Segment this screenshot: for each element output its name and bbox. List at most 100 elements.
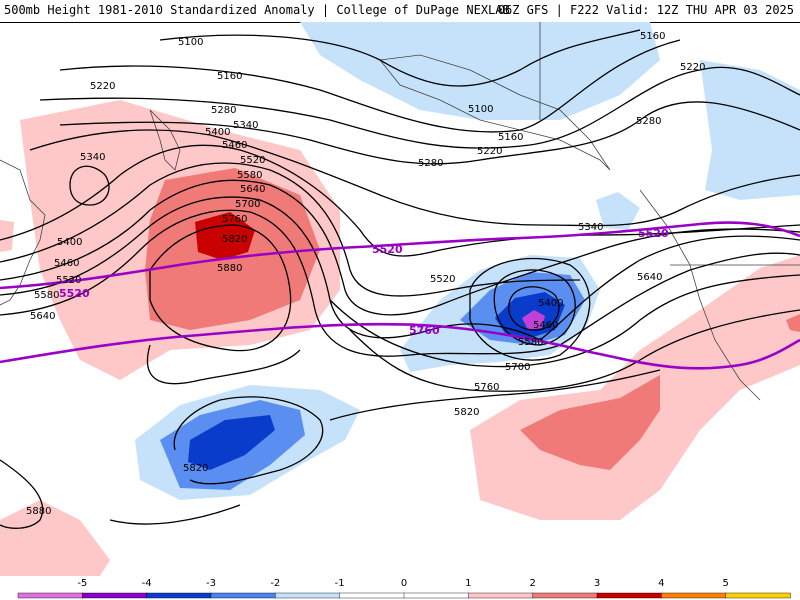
negative-anomaly-subtropical-core (188, 415, 275, 470)
contour-label: 5520 (430, 274, 455, 285)
colorbar-swatches (17, 592, 791, 599)
positive-anomaly-east-edge (786, 314, 800, 332)
highlight-contour-label: 5520 (372, 243, 403, 256)
contour-label: 5460 (54, 258, 79, 269)
contour-label: 5820 (454, 407, 479, 418)
contour-label: 5760 (474, 382, 499, 393)
contour-labels: 5100 5100 5160 5160 5160 5220 5220 5220 … (26, 31, 705, 517)
contour-label: 5700 (235, 199, 260, 210)
negative-anomaly-low-peak (522, 310, 545, 330)
highlight-contour-5760 (0, 322, 800, 370)
contour-label: 5580 (34, 290, 59, 301)
contour-label: 5280 (211, 105, 236, 116)
colorbar-tick-label: 5 (722, 578, 728, 589)
negative-anomaly-coastal (596, 192, 640, 230)
contour-closed-low-west (69, 165, 110, 206)
contour-label: 5460 (222, 140, 247, 151)
contour-label: 5220 (680, 62, 705, 73)
contour-label: 5220 (90, 81, 115, 92)
positive-anomaly-southwest (0, 500, 110, 576)
positive-anomaly-left-edge (0, 220, 14, 252)
highlight-contours (0, 221, 800, 370)
colorbar-tick-label: -2 (270, 578, 280, 589)
contour-5100 (159, 29, 641, 87)
colorbar-swatch (532, 592, 598, 599)
contour-label: 5400 (538, 298, 563, 309)
positive-anomaly-peak (195, 212, 255, 260)
contour-5400 (0, 144, 800, 257)
height-contours (0, 29, 800, 529)
colorbar-tick-label: -5 (77, 578, 87, 589)
colorbar-swatch (596, 592, 663, 599)
positive-anomaly-southeast-core (520, 375, 660, 470)
contour-label: 5880 (217, 263, 242, 274)
contour-5160 (59, 39, 681, 133)
contour-closed-low-east-1 (508, 286, 560, 331)
colorbar-swatch (146, 592, 212, 599)
contour-label: 5460 (533, 320, 558, 331)
map-title: 500mb Height 1981-2010 Standardized Anom… (4, 3, 510, 17)
colorbar-swatch (275, 592, 341, 599)
contour-5280 (59, 101, 800, 165)
colorbar-tick-label: 0 (401, 578, 407, 589)
contour-5220 (39, 66, 800, 149)
contour-label: 5520 (240, 155, 265, 166)
colorbar-tick-label: 2 (529, 578, 535, 589)
contour-label: 5700 (505, 362, 530, 373)
colorbar-tick-label: -3 (206, 578, 216, 589)
contour-label: 5400 (57, 237, 82, 248)
highlight-contour-label: 5520 (638, 227, 669, 240)
contour-label: 5220 (477, 146, 502, 157)
colorbar-tick-label: 4 (658, 578, 664, 589)
contour-label: 5280 (418, 158, 443, 169)
contour-label: 5580 (237, 170, 262, 181)
contour-closed-low-east-2 (493, 269, 576, 346)
colorbar-tick-label: 1 (465, 578, 471, 589)
contour-label: 5340 (80, 152, 105, 163)
contour-5340 (29, 129, 800, 227)
colorbar-swatch (82, 592, 148, 599)
contour-label: 5820 (222, 234, 247, 245)
contour-label: 5160 (640, 31, 665, 42)
contour-label: 5760 (222, 214, 247, 225)
contour-label: 5640 (637, 272, 662, 283)
contour-label: 5640 (30, 311, 55, 322)
contour-5880 (0, 459, 241, 529)
colorbar-tick-label: 3 (594, 578, 600, 589)
contour-5520 (0, 179, 800, 316)
contour-label: 5820 (183, 463, 208, 474)
contour-5580 (0, 196, 800, 341)
north-america-west-coast (639, 189, 761, 401)
contour-label: 5400 (205, 127, 230, 138)
contour-5760 (146, 309, 800, 392)
contour-label: 5160 (217, 71, 242, 82)
contour-label: 5880 (26, 506, 51, 517)
highlight-contour-label: 5520 (59, 287, 90, 300)
contour-label: 5640 (240, 184, 265, 195)
contour-5820 (173, 369, 661, 485)
contour-5460 (0, 162, 581, 297)
contour-label: 5340 (233, 120, 258, 131)
negative-anomaly-northeast (700, 60, 800, 200)
contour-5640 (0, 209, 800, 357)
model-valid-time: 06Z GFS | F222 Valid: 12Z THU APR 03 202… (497, 3, 794, 17)
contour-label: 5100 (468, 104, 493, 115)
colorbar-swatch (403, 592, 470, 599)
alaska-coastline (379, 54, 611, 171)
colorbar-ticks: -5 -4 -3 -2 -1 0 1 2 3 4 5 (77, 578, 729, 589)
highlight-contour-label: 5760 (409, 324, 440, 337)
contour-label: 5520 (56, 275, 81, 286)
contour-closed-low-east-3 (469, 257, 591, 361)
anomaly-shading (0, 22, 800, 576)
colorbar: -5 -4 -3 -2 -1 0 1 2 3 4 5 (17, 578, 791, 599)
highlight-contour-5520 (0, 221, 800, 290)
anomaly-map: 5100 5100 5160 5160 5160 5220 5220 5220 … (0, 22, 800, 576)
colorbar-swatch (661, 592, 727, 599)
asia-coastline (0, 159, 46, 306)
contour-5700 (149, 224, 800, 368)
contour-label: 5580 (518, 337, 543, 348)
colorbar-tick-label: -1 (335, 578, 345, 589)
colorbar-swatch (17, 592, 84, 599)
colorbar-tick-label: -4 (142, 578, 152, 589)
